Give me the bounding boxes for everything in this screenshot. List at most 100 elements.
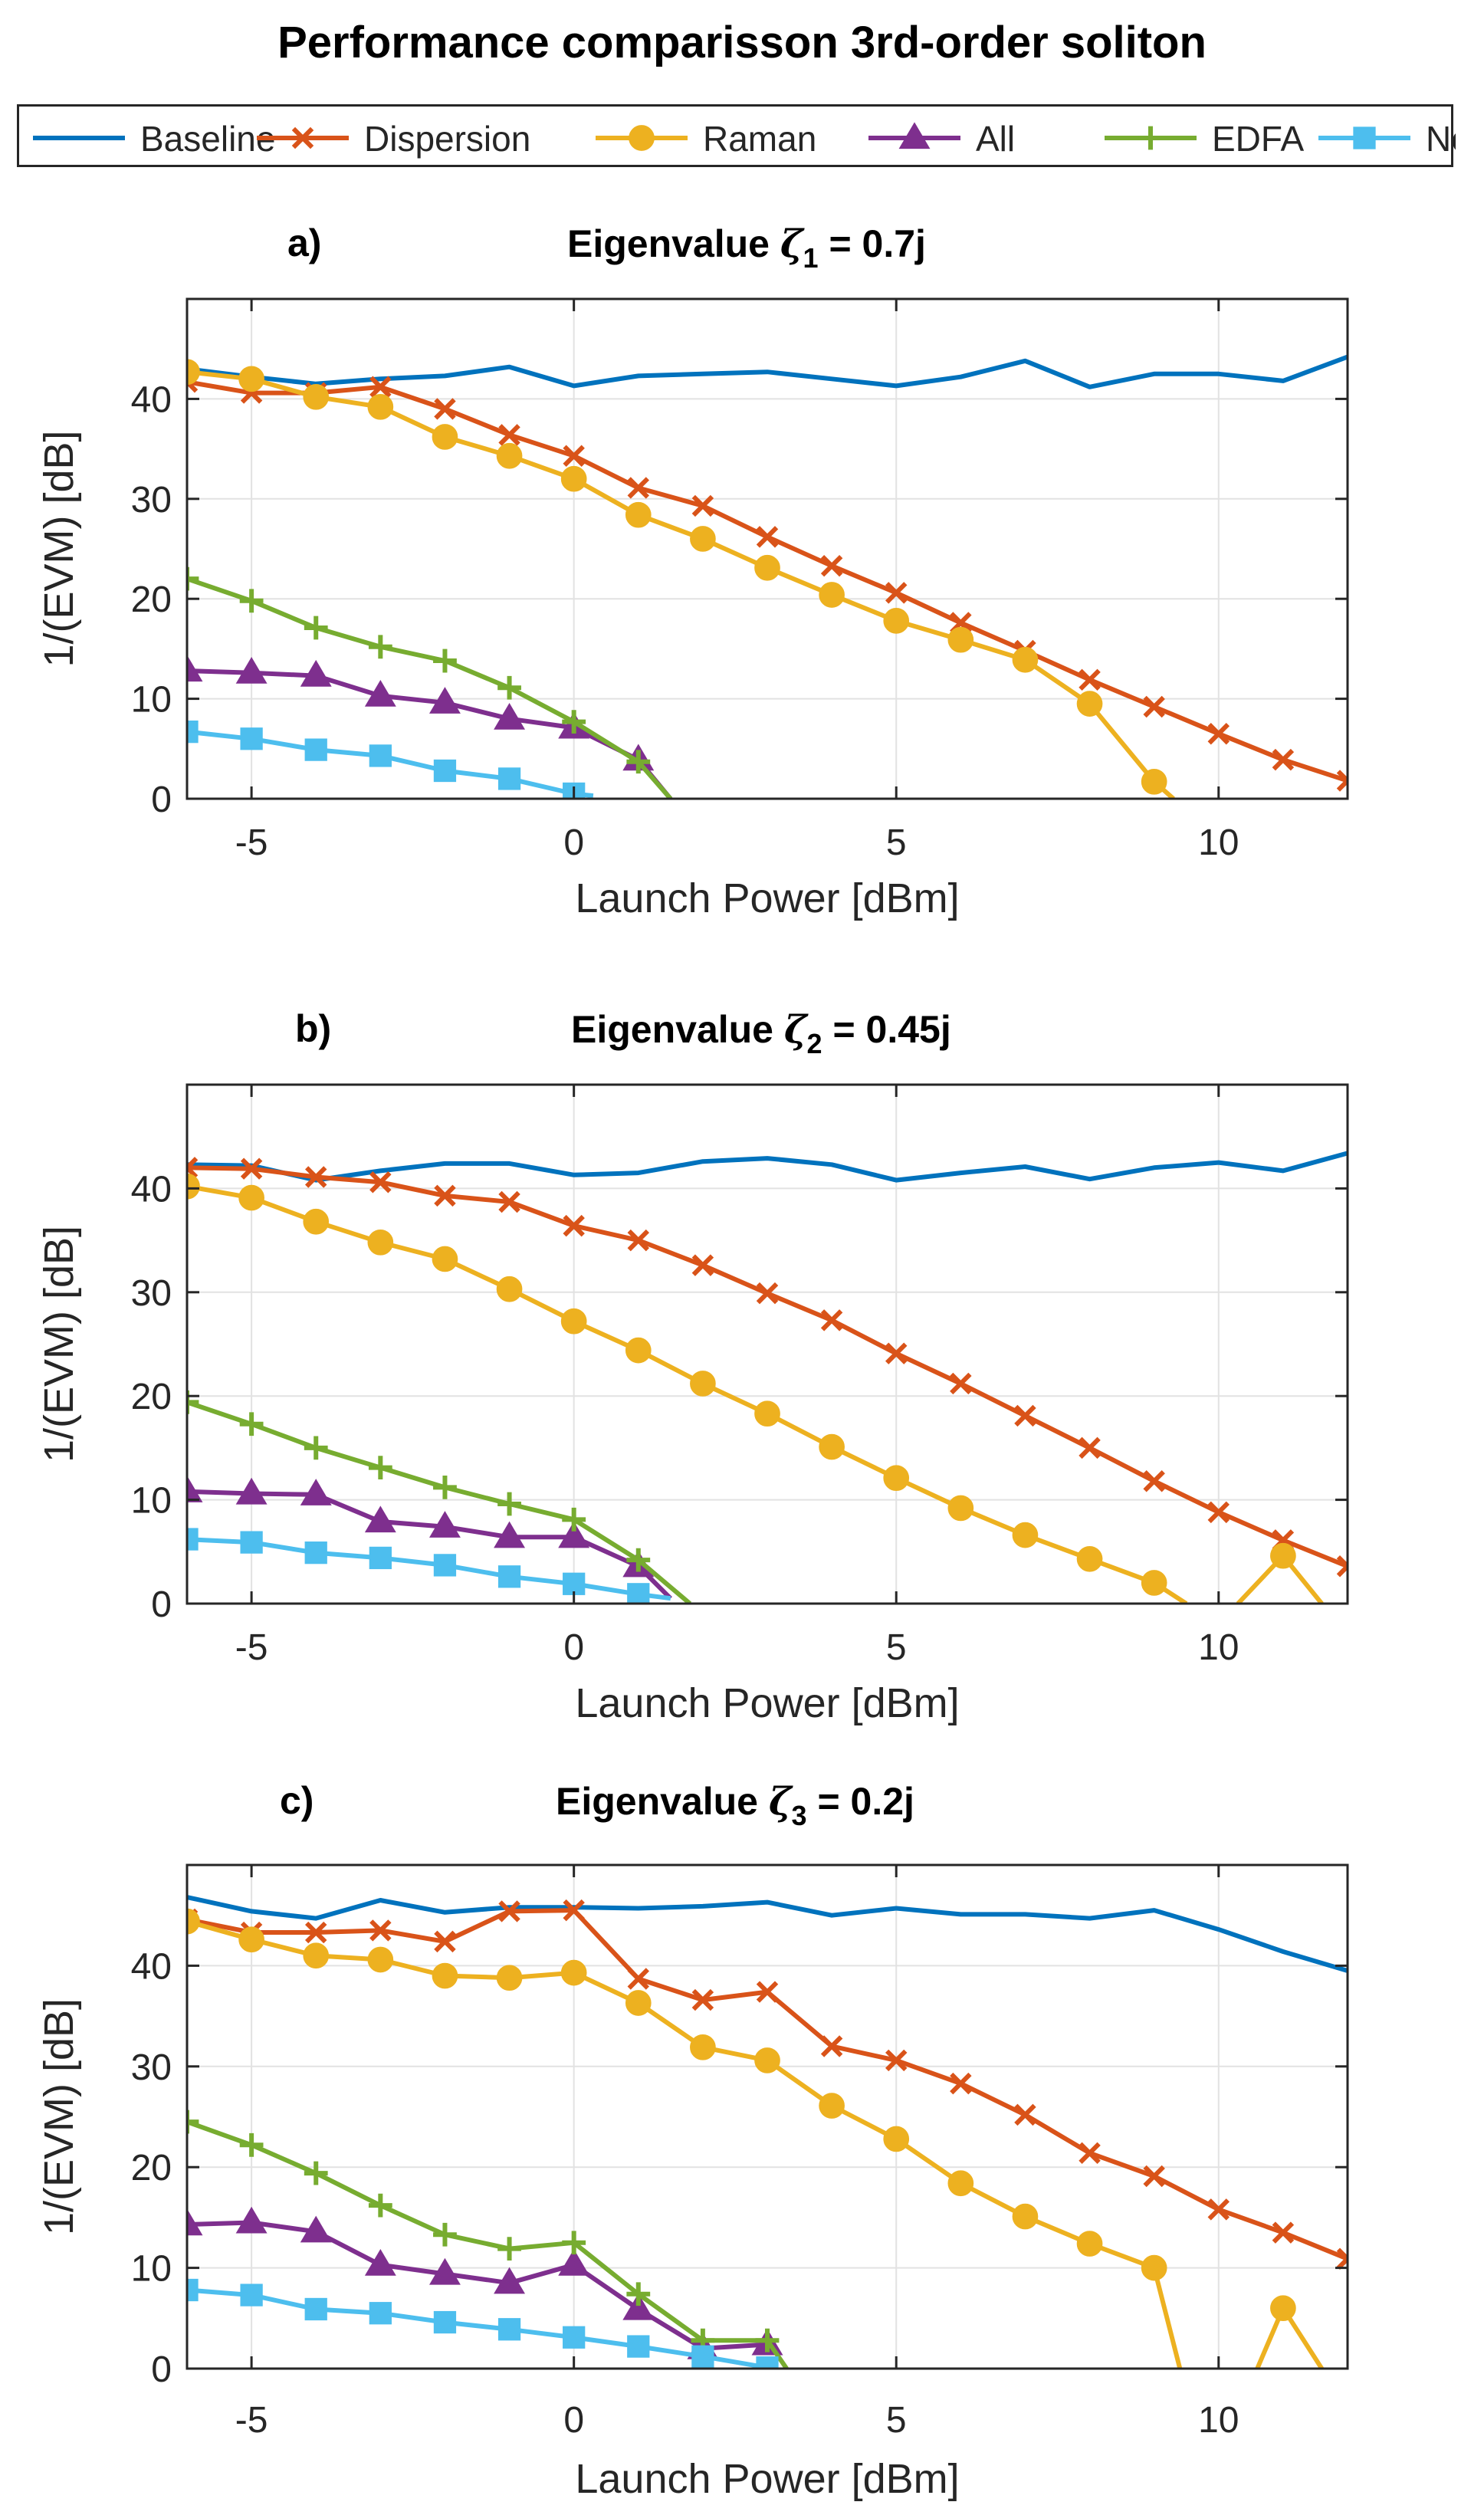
data-point-raman <box>303 1208 330 1235</box>
data-point-edfa <box>239 1412 264 1436</box>
data-point-edfa <box>433 648 457 673</box>
data-point-dispersion <box>563 1214 585 1237</box>
data-point-dispersion <box>627 1968 649 1990</box>
data-point-raman <box>1076 1545 1103 1572</box>
x-tick-label: 10 <box>1198 822 1239 863</box>
data-point-dispersion <box>498 1190 520 1213</box>
data-point-raman <box>238 366 264 392</box>
data-point-all <box>364 1505 396 1533</box>
legend: Baseline Dispersion Raman All EDFA Noise <box>17 104 1456 167</box>
y-tick-label: 0 <box>151 780 172 820</box>
y-tick-label: 0 <box>151 2349 172 2390</box>
data-point-noise <box>369 1546 392 1570</box>
series-noise <box>187 1528 671 1604</box>
panel-title-prefix: Eigenvalue <box>567 222 780 265</box>
legend-label: Raman <box>703 119 816 159</box>
data-point-all <box>364 680 396 707</box>
data-point-dispersion <box>1079 1436 1101 1459</box>
series-edfa <box>187 566 673 799</box>
data-point-noise <box>240 2284 263 2307</box>
data-point-dispersion <box>305 1166 327 1188</box>
y-tick-label: 30 <box>131 1273 172 1314</box>
data-point-dispersion <box>820 2035 843 2057</box>
legend-label: Baseline <box>140 119 275 159</box>
data-point-dispersion <box>1272 2221 1295 2244</box>
data-point-dispersion <box>563 445 585 467</box>
data-point-edfa <box>368 635 392 659</box>
legend-marker <box>291 126 314 149</box>
axes-box <box>186 1083 1349 1605</box>
series-group <box>187 354 1348 799</box>
data-point-edfa <box>304 616 328 640</box>
y-tick-label: 0 <box>151 1584 172 1625</box>
data-point-edfa <box>239 2132 264 2157</box>
zeta-subscript: 1 <box>803 242 819 274</box>
data-point-dispersion <box>756 1282 779 1305</box>
data-point-raman <box>1270 1542 1296 1569</box>
data-point-noise <box>563 1572 586 1595</box>
zeta-symbol: ζ <box>783 1006 807 1052</box>
data-point-noise <box>304 738 327 761</box>
data-point-noise <box>497 767 521 790</box>
data-point-edfa <box>187 566 199 591</box>
data-point-dispersion <box>1079 668 1101 691</box>
data-point-raman <box>238 1184 264 1211</box>
data-point-edfa <box>187 1390 199 1414</box>
data-point-all <box>300 2215 332 2243</box>
data-point-dispersion <box>369 376 392 398</box>
legend-item-all: All <box>868 119 1015 159</box>
data-point-raman <box>560 1308 587 1335</box>
data-point-edfa <box>187 2110 199 2134</box>
data-point-raman <box>819 582 845 608</box>
x-tick-label: -5 <box>235 2400 268 2441</box>
data-point-dispersion <box>1207 1501 1230 1524</box>
data-point-raman <box>625 1337 652 1364</box>
panel-title: Eigenvalue ζ2 = 0.45j <box>571 1006 951 1060</box>
data-point-dispersion <box>1143 1470 1165 1492</box>
data-point-noise <box>304 2297 327 2321</box>
data-point-raman <box>690 2034 716 2060</box>
data-point-noise <box>627 1583 650 1604</box>
plot-background <box>187 1085 1348 1604</box>
data-point-dispersion <box>885 582 908 604</box>
panel-b: b) Eigenvalue ζ2 = 0.45j -5 0 5 10 0 10 20 30 40… <box>0 993 1484 1726</box>
series-line-baseline <box>187 354 1348 389</box>
data-point-noise <box>433 1554 457 1577</box>
legend-item-baseline: Baseline <box>33 119 275 159</box>
data-point-raman <box>238 1926 264 1953</box>
y-tick-label: 10 <box>131 680 172 721</box>
legend-item-noise: Noise <box>1318 119 1456 159</box>
data-point-edfa <box>755 2328 780 2352</box>
data-point-edfa <box>304 1436 328 1460</box>
series-line-all <box>187 2220 768 2351</box>
series-line-baseline <box>187 1895 1348 1973</box>
panel-label: b) <box>295 1007 332 1050</box>
data-point-dispersion <box>950 2072 972 2095</box>
x-tick-label: -5 <box>235 1627 268 1668</box>
data-point-raman <box>1076 2231 1103 2257</box>
zeta-symbol: ζ <box>780 221 803 266</box>
data-point-dispersion <box>498 424 520 446</box>
data-point-noise <box>433 759 457 783</box>
x-tick-label: 10 <box>1198 1627 1239 1668</box>
legend-marker <box>1138 126 1163 150</box>
data-point-all <box>428 2257 461 2285</box>
data-point-noise <box>497 1565 521 1588</box>
y-axis-label: 1/(EVM) [dB] <box>36 1226 82 1463</box>
data-point-all <box>558 1521 590 1548</box>
series-raman <box>187 1908 1324 2369</box>
data-point-dispersion <box>305 1921 327 1944</box>
axes-box <box>186 1863 1349 2370</box>
figure-title: Performance comparisson 3rd-order solito… <box>277 18 1207 67</box>
data-point-edfa <box>497 2237 521 2261</box>
data-point-raman <box>754 554 780 581</box>
data-point-raman <box>625 1990 652 2016</box>
data-point-noise <box>691 2345 714 2368</box>
data-point-raman <box>496 442 523 469</box>
data-point-all <box>428 1511 461 1538</box>
plot-area: -5 0 5 10 0 10 20 30 40 Launch Power [dBm] 1/(EVM)… <box>36 1083 1349 1726</box>
series-all <box>187 2206 783 2359</box>
data-point-dispersion <box>240 1157 263 1180</box>
data-point-raman <box>883 2126 910 2152</box>
panel-title: Eigenvalue ζ1 = 0.7j <box>567 221 926 274</box>
